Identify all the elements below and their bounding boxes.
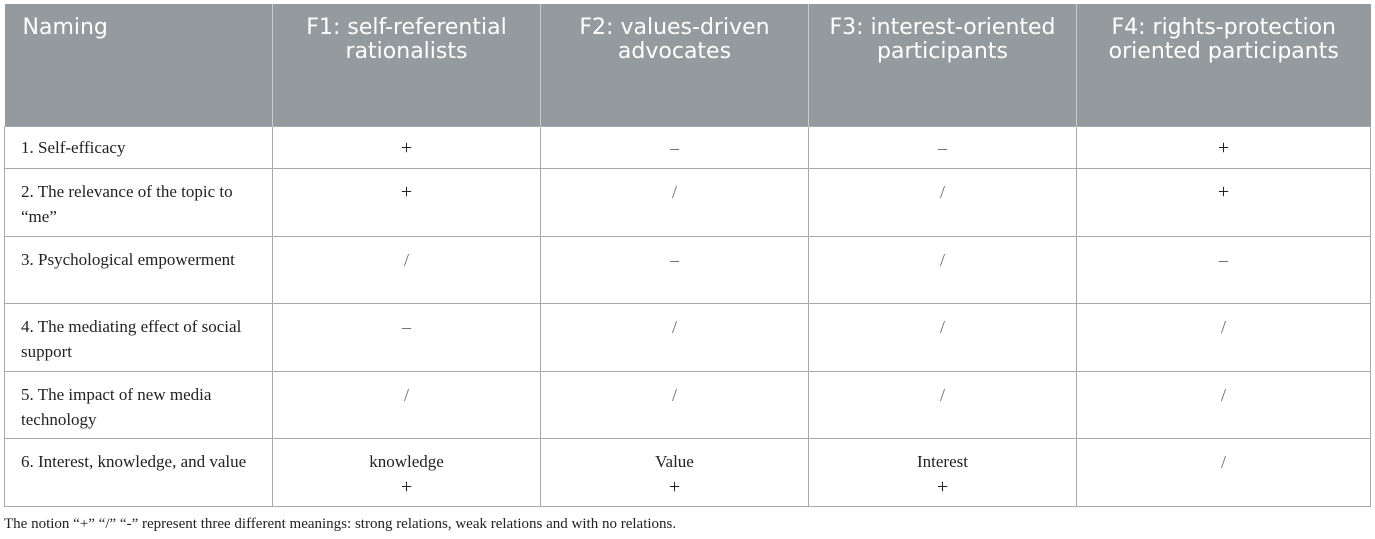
table-row: 2. The relevance of the topic to “me” + … bbox=[4, 167, 1371, 237]
cell-f1: + bbox=[272, 167, 541, 237]
table-row: 6. Interest, knowledge, and value knowle… bbox=[4, 437, 1371, 507]
cell-f4: – bbox=[1076, 235, 1371, 304]
cell-f3: / bbox=[808, 167, 1077, 237]
relation-symbol: / bbox=[1220, 384, 1226, 405]
column-header-f1: F1: self-referential rationalists bbox=[272, 4, 541, 126]
relation-symbol: – bbox=[938, 137, 947, 158]
cell-f3: Interest + bbox=[808, 437, 1077, 507]
cell-f3: / bbox=[808, 235, 1077, 304]
column-header-naming: Naming bbox=[4, 4, 273, 126]
relation-symbol: / bbox=[939, 316, 945, 337]
relation-symbol: / bbox=[939, 181, 945, 202]
cell-f4: + bbox=[1076, 125, 1371, 169]
cell-f1: + bbox=[272, 125, 541, 169]
cell-f4: / bbox=[1076, 437, 1371, 507]
relation-symbol: + bbox=[1217, 136, 1230, 159]
table-row: 4. The mediating effect of social suppor… bbox=[4, 302, 1371, 372]
row-label: 2. The relevance of the topic to “me” bbox=[4, 167, 273, 237]
relation-symbol: / bbox=[403, 384, 409, 405]
relation-symbol: – bbox=[1219, 249, 1228, 270]
cell-f2: / bbox=[540, 370, 809, 439]
table-body: 1. Self-efficacy + – – + 2. The relevanc… bbox=[4, 125, 1371, 507]
table-header: Naming F1: self-referential rationalists… bbox=[4, 4, 1371, 126]
column-header-f2: F2: values-driven advocates bbox=[540, 4, 809, 126]
cell-f3: – bbox=[808, 125, 1077, 169]
relation-symbol: + bbox=[400, 136, 413, 159]
table-row: 1. Self-efficacy + – – + bbox=[4, 125, 1371, 169]
relation-symbol: / bbox=[671, 181, 677, 202]
cell-f1: – bbox=[272, 302, 541, 372]
cell-f4: / bbox=[1076, 370, 1371, 439]
cell-f3: / bbox=[808, 370, 1077, 439]
cell-text: Interest bbox=[917, 451, 968, 471]
relation-symbol: + bbox=[400, 180, 413, 203]
relation-symbol: – bbox=[670, 249, 679, 270]
row-label: 5. The impact of new media technology bbox=[4, 370, 273, 439]
relation-symbol: / bbox=[403, 249, 409, 270]
relation-symbol: / bbox=[671, 384, 677, 405]
relation-symbol: + bbox=[400, 475, 413, 498]
column-header-f4: F4: rights-protection oriented participa… bbox=[1076, 4, 1371, 126]
cell-f4: / bbox=[1076, 302, 1371, 372]
cell-text: Value bbox=[655, 451, 694, 471]
row-label: 3. Psychological empowerment bbox=[4, 235, 273, 304]
relation-symbol: / bbox=[939, 249, 945, 270]
relation-symbol: – bbox=[670, 137, 679, 158]
table-row: 3. Psychological empowerment / – / – bbox=[4, 235, 1371, 304]
cell-f2: – bbox=[540, 125, 809, 169]
cell-f4: + bbox=[1076, 167, 1371, 237]
table-container: Naming F1: self-referential rationalists… bbox=[4, 4, 1371, 507]
cell-f2: / bbox=[540, 167, 809, 237]
cell-f1: / bbox=[272, 370, 541, 439]
relation-symbol: – bbox=[402, 316, 411, 337]
relation-symbol: / bbox=[671, 316, 677, 337]
row-label: 6. Interest, knowledge, and value bbox=[4, 437, 273, 507]
relation-symbol: + bbox=[936, 475, 949, 498]
cell-f2: – bbox=[540, 235, 809, 304]
cell-f3: / bbox=[808, 302, 1077, 372]
relation-symbol: / bbox=[1220, 451, 1226, 472]
relation-symbol: + bbox=[668, 475, 681, 498]
cell-f2: Value + bbox=[540, 437, 809, 507]
factor-table: Naming F1: self-referential rationalists… bbox=[4, 4, 1371, 507]
table-footnote: The notion “+” “/” “-” represent three d… bbox=[4, 516, 677, 532]
cell-f2: / bbox=[540, 302, 809, 372]
relation-symbol: / bbox=[939, 384, 945, 405]
table-row: 5. The impact of new media technology / … bbox=[4, 370, 1371, 439]
row-label: 1. Self-efficacy bbox=[4, 125, 273, 169]
cell-text: knowledge bbox=[369, 451, 444, 471]
column-header-f3: F3: interest-oriented participants bbox=[808, 4, 1077, 126]
row-label: 4. The mediating effect of social suppor… bbox=[4, 302, 273, 372]
cell-f1: knowledge + bbox=[272, 437, 541, 507]
relation-symbol: / bbox=[1220, 316, 1226, 337]
cell-f1: / bbox=[272, 235, 541, 304]
relation-symbol: + bbox=[1217, 180, 1230, 203]
